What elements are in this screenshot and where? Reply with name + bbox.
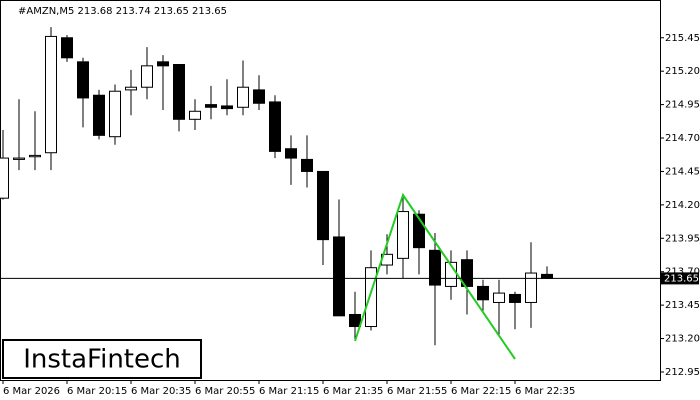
y-tick-label: 215.20: [665, 66, 700, 77]
plot-frame: [0, 0, 661, 381]
y-tick-label: 212.95: [665, 367, 700, 378]
candle-body: [157, 61, 169, 67]
candle-body: [141, 65, 153, 88]
y-tick-label: 214.70: [665, 133, 700, 144]
candle-body: [237, 86, 249, 108]
x-tick-label: 6 Mar 2026: [3, 386, 60, 397]
x-tick-label: 6 Mar 20:15: [67, 386, 127, 397]
x-tick-label: 6 Mar 21:35: [323, 386, 383, 397]
y-tick-label: 213.20: [665, 334, 700, 345]
candle-body: [77, 61, 89, 99]
y-tick-label: 213.45: [665, 300, 700, 311]
chart-title: #AMZN,M5 213.68 213.74 213.65 213.65: [18, 6, 227, 17]
x-tick-label: 6 Mar 21:55: [387, 386, 447, 397]
y-tick-label: 214.95: [665, 100, 700, 111]
candle-body: [493, 292, 505, 303]
candle-body: [525, 272, 537, 303]
y-tick-label: 214.20: [665, 200, 700, 211]
candle-body: [365, 267, 377, 328]
candle-body: [333, 236, 345, 317]
y-tick-label: 215.45: [665, 33, 700, 44]
candle-body: [189, 110, 201, 120]
candle-body: [29, 154, 41, 158]
candle-body: [477, 285, 489, 301]
candle-body: [45, 35, 57, 154]
candle-body: [317, 170, 329, 241]
pattern-line: [354, 192, 516, 360]
candle-body: [253, 89, 265, 104]
candle-body: [285, 148, 297, 159]
logo: InstaFintech: [23, 345, 181, 375]
y-tick-label: 213.95: [665, 233, 700, 244]
x-tick-label: 6 Mar 21:15: [259, 386, 319, 397]
candle-body: [349, 313, 361, 328]
last-price-label: 213.65: [664, 273, 699, 284]
candle-body: [173, 63, 185, 120]
candle-body: [461, 259, 473, 287]
candle-body: [541, 273, 553, 279]
candle-body: [221, 105, 233, 110]
candle-body: [509, 293, 521, 303]
candle-body: [269, 101, 281, 152]
candle-body: [93, 94, 105, 136]
candle-body: [413, 213, 425, 249]
candle-body: [109, 90, 121, 138]
candle-body: [205, 104, 217, 108]
candle-body: [61, 37, 73, 59]
candle-body: [301, 158, 313, 172]
x-tick-label: 6 Mar 20:55: [195, 386, 255, 397]
logo-box: [2, 339, 202, 379]
y-tick-label: 214.45: [665, 166, 700, 177]
candle-body: [429, 249, 441, 286]
candle-body: [397, 211, 409, 259]
x-tick-label: 6 Mar 22:15: [451, 386, 511, 397]
candle-body: [125, 86, 137, 91]
last-price-box: [661, 272, 699, 285]
x-tick-label: 6 Mar 20:35: [131, 386, 191, 397]
candle-body: [0, 157, 9, 199]
x-tick-label: 6 Mar 22:35: [515, 386, 575, 397]
y-tick-label: 213.70: [665, 267, 700, 278]
candle-body: [13, 157, 25, 160]
